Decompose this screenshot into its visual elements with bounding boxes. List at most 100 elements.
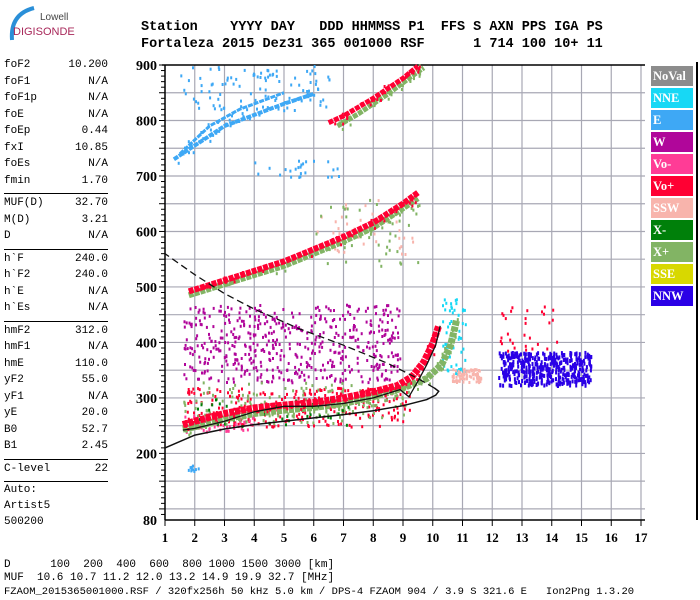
echo-point — [451, 329, 454, 332]
echo-point — [413, 77, 415, 81]
echo-point-w — [390, 339, 393, 343]
echo-point-w — [338, 344, 341, 348]
echo-point-w — [208, 357, 210, 361]
echo-point-nnw — [583, 361, 586, 366]
echo-point-w — [268, 331, 270, 335]
echo-point-w — [373, 305, 376, 309]
echo-point-ssw — [455, 375, 458, 379]
echo-point — [225, 122, 228, 126]
param-value: 110.0 — [74, 357, 108, 370]
echo-point-w — [386, 377, 389, 381]
echo-point-nnw — [553, 354, 555, 359]
echo-point-w — [379, 318, 382, 322]
echo-point-vo — [200, 411, 203, 415]
echo-point-x — [305, 398, 307, 402]
echo-point-nnw — [549, 354, 552, 359]
echo-point-nne — [448, 309, 451, 313]
echo-point-nne — [458, 368, 461, 371]
echo-point-nnw — [554, 361, 557, 366]
echo-point-vo — [397, 411, 399, 415]
echo-point-w — [256, 343, 259, 347]
echo-point-vo — [295, 414, 298, 418]
echo-point-x — [343, 406, 346, 410]
echo-point — [325, 247, 328, 251]
echo-point-w — [234, 340, 237, 344]
echo-point-vo — [511, 341, 514, 345]
echo-trace-e — [178, 91, 285, 155]
echo-point-w — [262, 335, 264, 339]
echo-point-vo — [240, 423, 243, 427]
echo-point-nne — [445, 343, 448, 347]
echo-point — [246, 108, 249, 112]
echo-point-vo — [248, 391, 251, 395]
echo-point-e — [299, 165, 302, 169]
echo-point — [310, 255, 313, 259]
param-row-19: yF1 N/A — [4, 391, 108, 408]
echo-point-e — [299, 172, 302, 176]
echo-point-nnw — [586, 352, 589, 357]
legend-item-e: E — [651, 110, 693, 130]
echo-point-w — [219, 336, 222, 340]
x-tick-label: 17 — [635, 530, 649, 545]
echo-point-vo — [228, 425, 231, 429]
echo-point — [265, 402, 268, 406]
echo-point-e — [240, 105, 243, 109]
echo-point-ssw — [395, 220, 398, 224]
echo-point-w — [228, 347, 231, 351]
echo-point — [325, 409, 328, 413]
echo-point-vo — [221, 406, 224, 410]
echo-point-e — [298, 175, 301, 179]
echo-point-w — [231, 344, 234, 347]
echo-point — [215, 131, 218, 135]
echo-point-w — [210, 376, 213, 380]
echo-point-w — [367, 341, 370, 344]
param-row-21: B0 52.7 — [4, 424, 108, 441]
echo-point-x — [394, 234, 397, 238]
echo-point-w — [338, 351, 341, 355]
x-tick-label: 8 — [370, 530, 377, 545]
echo-point-nnw — [546, 373, 549, 378]
echo-point — [284, 101, 287, 104]
echo-point-x — [341, 409, 344, 413]
echo-point — [190, 144, 193, 148]
echo-point — [241, 112, 244, 116]
echo-point — [427, 372, 430, 376]
echo-point-nne — [442, 320, 445, 324]
echo-point-ssw — [465, 370, 468, 374]
echo-point-nnw — [549, 372, 552, 377]
echo-point-e — [268, 73, 271, 77]
echo-point — [284, 408, 287, 412]
echo-point — [266, 410, 269, 414]
echo-point-nnw — [574, 352, 577, 357]
echo-point-w — [291, 381, 294, 385]
echo-point-e — [306, 92, 309, 96]
echo-point-nnw — [557, 376, 560, 381]
echo-point-w — [217, 347, 220, 351]
echo-point — [319, 403, 322, 407]
echo-point-nnw — [538, 365, 541, 370]
echo-point — [373, 221, 376, 225]
echo-point — [402, 388, 405, 392]
echo-point-vo — [286, 392, 288, 396]
echo-point-nnw — [585, 365, 588, 370]
echo-point — [389, 220, 392, 224]
echo-point-w — [329, 325, 332, 329]
echo-point — [384, 394, 387, 398]
echo-point-e — [319, 100, 322, 104]
echo-point-x — [247, 397, 250, 401]
echo-point-ssw — [461, 377, 464, 380]
echo-point-vo — [235, 401, 238, 405]
x-tick-label: 3 — [221, 530, 228, 545]
echo-point-e — [284, 168, 287, 172]
echo-point-w — [284, 335, 287, 339]
echo-point-x — [362, 412, 365, 416]
echo-point-x — [317, 405, 319, 409]
echo-point-w — [356, 309, 359, 313]
echo-point-e — [293, 109, 296, 112]
x-tick-label: 12 — [486, 530, 499, 545]
echo-point-nnw — [573, 369, 576, 374]
echo-point-w — [311, 351, 313, 355]
echo-point-ssw — [457, 372, 460, 376]
echo-point-w — [271, 343, 274, 347]
echo-point-vo — [233, 421, 236, 425]
